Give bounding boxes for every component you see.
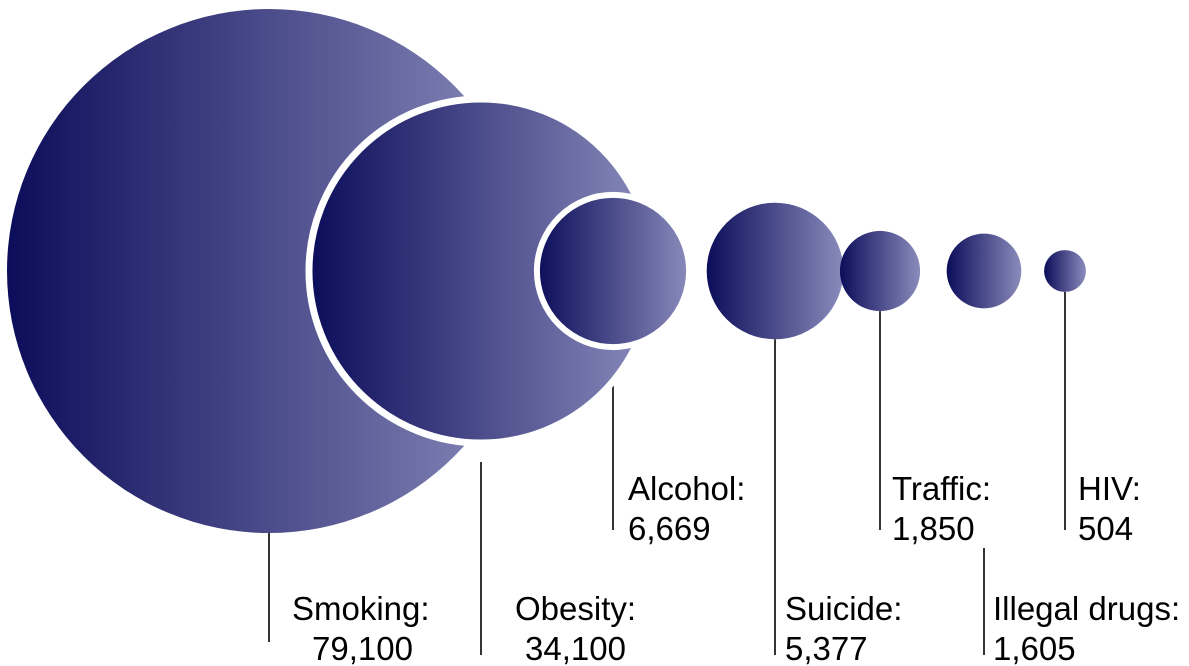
bubble-alcohol [533,191,693,351]
value-smoking: 79,100 [312,630,413,666]
value-traffic: 1,850 [892,510,975,547]
label-smoking: Smoking: [292,590,430,627]
value-obesity: 34,100 [525,630,626,666]
label-obesity: Obesity: [515,590,636,627]
value-alcohol: 6,669 [628,510,711,547]
label-alcohol: Alcohol: [628,470,745,507]
label-illegal-drugs: Illegal drugs: [993,590,1180,627]
label-suicide: Suicide: [785,590,902,627]
label-hiv: HIV: [1078,470,1141,507]
value-suicide: 5,377 [785,630,868,666]
label-traffic: Traffic: [892,470,991,507]
bubble-hiv [1044,250,1086,292]
value-hiv: 504 [1078,510,1133,547]
bubble-traffic [839,230,921,312]
value-illegal-drugs: 1,605 [993,630,1076,666]
bubble-illegal-drugs [946,233,1022,309]
bubble-suicide [706,202,844,340]
